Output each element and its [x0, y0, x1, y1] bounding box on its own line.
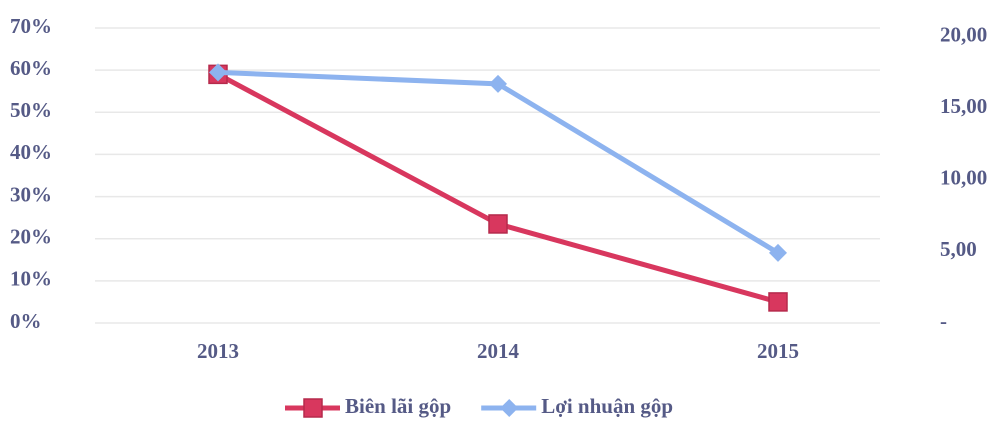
y-tick-label: 50% [10, 98, 52, 122]
legend-label: Biên lãi gộp [345, 394, 451, 418]
y-tick-label: 20% [10, 225, 52, 249]
x-tick-label: 2014 [477, 339, 520, 363]
x-tick-label: 2013 [197, 339, 239, 363]
y2-tick-label: 15,00 [940, 94, 987, 118]
y-tick-label: 70% [10, 14, 52, 38]
y-tick-label: 30% [10, 182, 52, 206]
y2-tick-label: 20,00 [940, 22, 987, 46]
series-line [216, 72, 779, 305]
data-point [489, 74, 507, 93]
legend-marker [303, 398, 323, 418]
y-tick-label: 40% [10, 140, 52, 164]
data-point [209, 63, 227, 82]
y2-tick-label: 10,00 [940, 166, 987, 190]
y2-tick-label: - [940, 309, 947, 333]
y-tick-label: 60% [10, 56, 52, 80]
legend-marker [500, 399, 519, 417]
y-tick-label: 10% [10, 267, 52, 291]
legend-label: Lợi nhuận gộp [541, 394, 673, 418]
x-tick-label: 2015 [757, 339, 799, 363]
data-point [488, 214, 508, 234]
data-point [769, 243, 787, 262]
y-tick-label: 0% [10, 309, 42, 333]
y2-tick-label: 5,00 [940, 237, 977, 261]
data-point [768, 292, 788, 312]
